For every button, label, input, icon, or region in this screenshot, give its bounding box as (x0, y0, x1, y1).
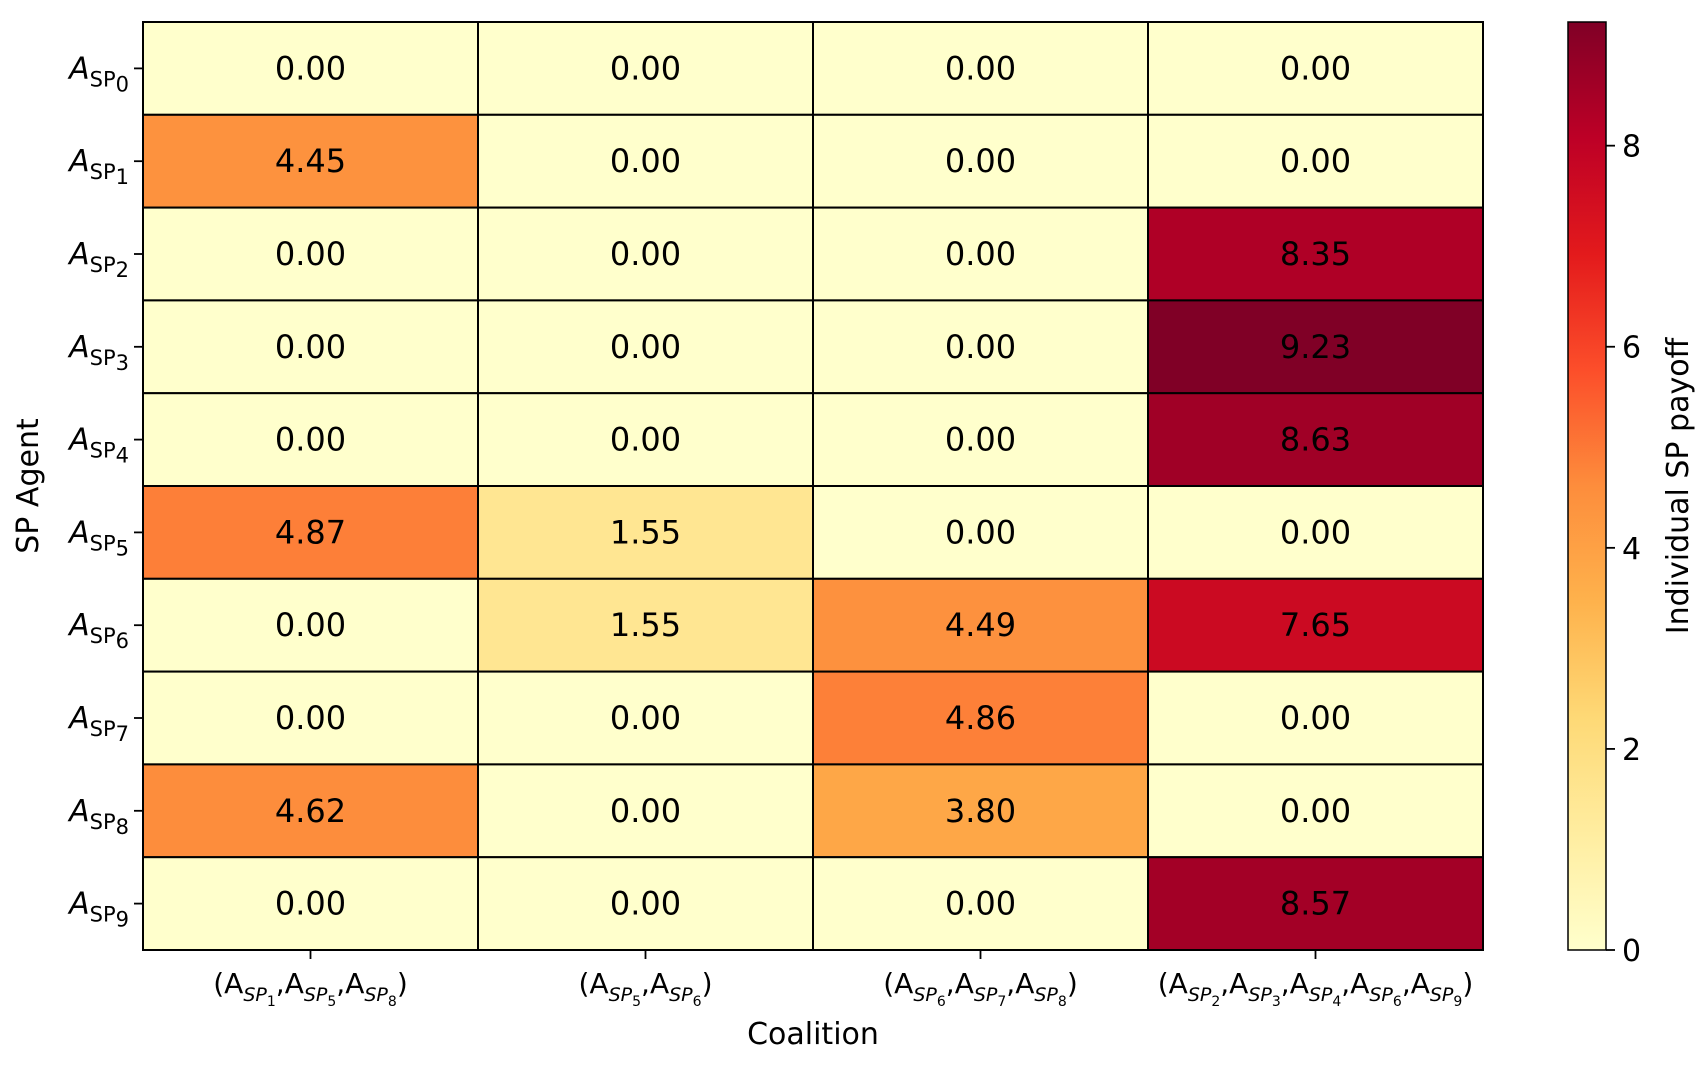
heatmap-cell (477, 206, 814, 302)
colorbar-tick-label: 2 (1622, 733, 1641, 768)
cell-value-label: 0.00 (1280, 513, 1351, 551)
y-tick-label: ASP1 (67, 144, 129, 189)
cell-value-label: 0.00 (275, 328, 346, 366)
heatmap-cell (1147, 577, 1484, 673)
x-axis-label: Coalition (747, 1017, 879, 1052)
colorbar-ticks: 0 2 4 6 8 (1606, 130, 1641, 969)
colorbar-label: Individual SP payoff (1661, 336, 1696, 634)
x-tick-label: (ASP2,ASP3,ASP4,ASP6,ASP9) (1158, 967, 1474, 1010)
y-tick-label: ASP0 (67, 51, 129, 96)
heatmap-cell (1147, 299, 1484, 395)
y-tick-label: ASP3 (67, 330, 129, 375)
cell-value-label: 8.35 (1280, 235, 1351, 273)
cell-value-label: 0.00 (610, 792, 681, 830)
x-axis-ticks: (ASP1,ASP5,ASP8) (ASP5,ASP6) (ASP6,ASP7,AS… (213, 950, 1473, 1010)
cell-value-label: 0.00 (610, 328, 681, 366)
cell-value-label: 0.00 (1280, 699, 1351, 737)
cell-value-label: 0.00 (945, 513, 1016, 551)
cell-value-label: 0.00 (610, 699, 681, 737)
heatmap-cell (142, 485, 479, 580)
heatmap-cell (1147, 113, 1484, 209)
heatmap-cell (812, 577, 1149, 673)
heatmap-cell (812, 763, 1149, 859)
heatmap-cell (1147, 856, 1484, 952)
y-tick-label: ASP5 (67, 515, 129, 560)
y-tick-label: ASP8 (67, 794, 129, 839)
colorbar-tick-label: 8 (1622, 130, 1641, 165)
cell-value-label: 0.00 (275, 235, 346, 273)
cell-value-label: 0.00 (945, 328, 1016, 366)
x-tick-label: (ASP5,ASP6) (579, 967, 713, 1010)
y-tick-label: ASP2 (67, 237, 129, 282)
x-tick-label: (ASP1,ASP5,ASP8) (213, 967, 408, 1010)
cell-value-label: 4.49 (945, 606, 1016, 644)
cell-value-label: 0.00 (945, 885, 1016, 923)
cell-value-label: 0.00 (275, 699, 346, 737)
heatmap-cell (477, 21, 814, 116)
cell-value-label: 0.00 (275, 885, 346, 923)
y-axis-label: SP Agent (11, 418, 46, 554)
heatmap-cell (812, 856, 1149, 952)
heatmap-cell (812, 392, 1149, 488)
y-tick-label: ASP6 (67, 608, 129, 653)
cell-value-label: 4.86 (945, 699, 1016, 737)
cell-value-label: 3.80 (945, 792, 1016, 830)
heatmap-cell (142, 577, 479, 673)
cell-value-label: 0.00 (1280, 792, 1351, 830)
colorbar: 0 2 4 6 8 Individual SP payoff (1567, 21, 1696, 969)
colorbar-tick-label: 6 (1622, 331, 1641, 366)
x-tick-label: (ASP6,ASP7,ASP8) (883, 967, 1078, 1010)
cell-value-label: 1.55 (610, 606, 681, 644)
heatmap-cell (142, 113, 479, 209)
cell-value-label: 0.00 (945, 235, 1016, 273)
y-axis-ticks: ASP0 ASP1 ASP2 ASP3 ASP4 ASP5 ASP6 ASP7 ASP8 ASP9 (67, 51, 143, 932)
cell-value-label: 1.55 (610, 513, 681, 551)
cell-value-label: 0.00 (275, 421, 346, 459)
y-tick-label: ASP4 (67, 423, 129, 468)
y-tick-label: ASP9 (67, 887, 129, 932)
y-tick-label: ASP7 (67, 701, 129, 746)
cell-value-label: 0.00 (275, 606, 346, 644)
cell-value-label: 0.00 (275, 49, 346, 87)
cell-value-label: 8.57 (1280, 885, 1351, 923)
heatmap-cell (812, 670, 1149, 766)
heatmap-cell (1147, 763, 1484, 859)
cell-value-label: 0.00 (945, 49, 1016, 87)
heatmap-cell (477, 113, 814, 209)
colorbar-tick-label: 4 (1622, 532, 1641, 567)
cell-value-label: 0.00 (610, 142, 681, 180)
heatmap-cell (1147, 206, 1484, 302)
cell-value-label: 0.00 (945, 142, 1016, 180)
cell-value-label: 0.00 (1280, 49, 1351, 87)
cell-value-label: 4.87 (275, 513, 346, 551)
cell-value-label: 0.00 (610, 885, 681, 923)
cell-value-label: 0.00 (945, 421, 1016, 459)
heatmap-cell (477, 299, 814, 395)
heatmap-cell (477, 485, 814, 580)
cell-value-label: 4.62 (275, 792, 346, 830)
heatmap-cell (142, 21, 479, 116)
heatmap-cell-labels: 0.00 0.00 0.00 0.00 4.45 0.00 0.00 0.00 0.00 0.00… (275, 49, 1351, 922)
cell-value-label: 7.65 (1280, 606, 1351, 644)
heatmap-cell (812, 485, 1149, 580)
cell-value-label: 0.00 (610, 49, 681, 87)
heatmap-cell (1147, 392, 1484, 488)
heatmap-cell (477, 856, 814, 952)
colorbar-tick-label: 0 (1622, 934, 1641, 969)
heatmap-cell (142, 856, 479, 952)
cell-value-label: 0.00 (610, 421, 681, 459)
heatmap-cell (142, 299, 479, 395)
colorbar-gradient (1567, 21, 1607, 951)
heatmap-cell (477, 392, 814, 488)
cell-value-label: 9.23 (1280, 328, 1351, 366)
cell-value-label: 0.00 (610, 235, 681, 273)
plot-frame (142, 21, 1484, 951)
cell-value-label: 0.00 (1280, 142, 1351, 180)
cell-value-label: 8.63 (1280, 421, 1351, 459)
heatmap-cell (142, 670, 479, 766)
cell-value-label: 4.45 (275, 142, 346, 180)
heatmap-cell (1147, 21, 1484, 116)
